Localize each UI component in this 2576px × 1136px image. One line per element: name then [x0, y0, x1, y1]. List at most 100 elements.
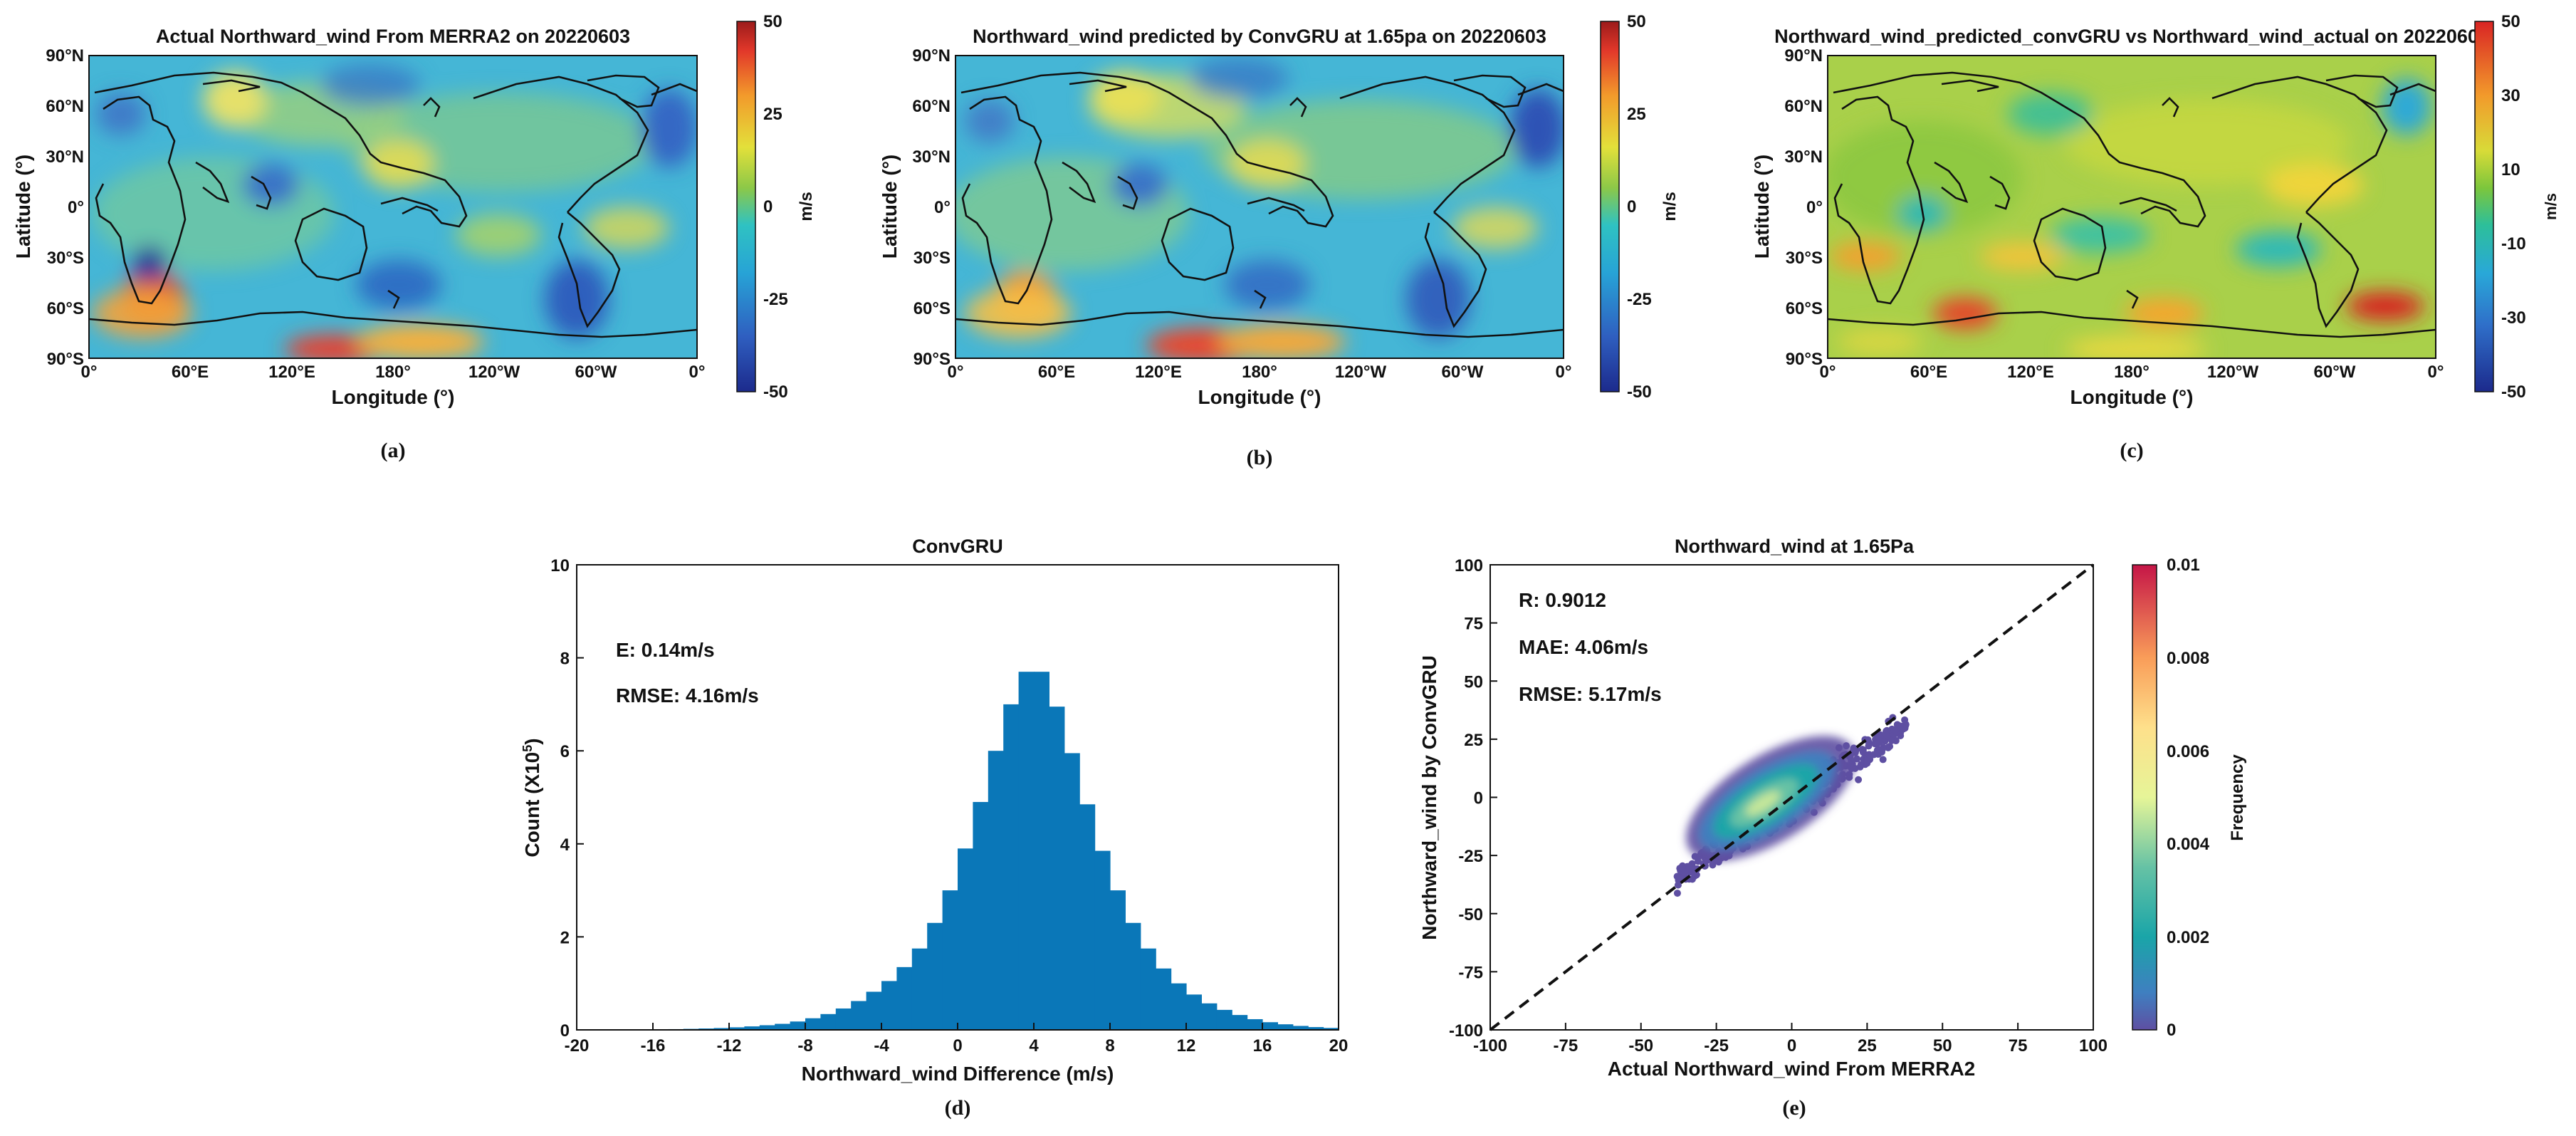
panel-e-xtick-label: -100 — [1473, 1036, 1507, 1056]
panel-c-ytick: 90°S — [1786, 350, 1823, 369]
panel-c-xlabel: Longitude (°) — [2070, 386, 2194, 408]
panel-d-xtick-label: -12 — [717, 1036, 742, 1056]
panel-b-cbtick: -25 — [1627, 290, 1652, 309]
panel-b-cbtick: 0 — [1627, 197, 1636, 217]
panel-d-xtick-label: 8 — [1105, 1036, 1114, 1056]
panel-d-xtick-label: 4 — [1029, 1036, 1039, 1056]
histogram-bar — [1094, 850, 1111, 1030]
panel-e-ytick-label: 50 — [1464, 672, 1483, 692]
panel-b-colorbar — [1600, 21, 1620, 392]
panel-e-ytick-label: 100 — [1455, 556, 1483, 575]
panel-e-cbtick: 0.008 — [2167, 649, 2209, 668]
panel-c-xtick: 120°E — [2007, 363, 2054, 382]
panel-d-title: ConvGRU — [912, 536, 1003, 557]
scatter-point — [1865, 742, 1873, 750]
panel-d-xtick-label: 16 — [1253, 1036, 1272, 1056]
histogram-bar — [1323, 1028, 1339, 1030]
histogram-bar — [820, 1013, 837, 1030]
panel-c-ytick: 60°S — [1786, 299, 1823, 318]
panel-e-density — [1686, 736, 1855, 861]
panel-e-ytick-label: -25 — [1458, 847, 1483, 866]
panel-d-ytick-label: 2 — [560, 928, 570, 947]
panel-a-frame — [88, 55, 698, 359]
histogram-bar — [1034, 672, 1049, 1030]
panel-e-xtick-label: 75 — [2009, 1036, 2028, 1056]
panel-e-xtick-label: -50 — [1628, 1036, 1653, 1056]
panel-d-xtick-label: 20 — [1329, 1036, 1349, 1056]
scatter-point — [1694, 858, 1702, 865]
panel-c-xtick: 0° — [2428, 363, 2444, 382]
histogram-bar — [744, 1026, 760, 1030]
panel-c-ytick: 60°N — [1784, 97, 1823, 116]
histogram-bar — [775, 1023, 791, 1030]
panel-e-ticks: -100 -75 -50 -25 0 25 50 75 100 -100 -75 -50 -25 0 25 5… — [1449, 556, 2108, 1056]
panel-a-xtick: 180° — [375, 363, 411, 382]
panel-b-xtick: 60°E — [1038, 363, 1075, 382]
panel-c-xtick: 0° — [1820, 363, 1836, 382]
panel-c-cbtick: 30 — [2501, 86, 2520, 105]
panel-b-ylabel: Latitude (°) — [879, 155, 901, 259]
panel-d-xtick-label: 0 — [953, 1036, 962, 1056]
histogram-bar — [958, 848, 973, 1030]
panel-e-frame — [1489, 564, 2094, 1031]
panel-c-ytick: 30°N — [1784, 147, 1823, 167]
histogram-bar — [1262, 1022, 1278, 1030]
panel-b-xticks: 0° 60°E 120°E 180° 120°W 60°W 0° — [948, 363, 1572, 382]
histogram-bar — [805, 1018, 821, 1030]
panel-e-xtick-label: 0 — [1787, 1036, 1796, 1056]
panel-e-xtick-label: 100 — [2079, 1036, 2108, 1056]
histogram-bar — [759, 1025, 775, 1030]
panel-c-cbtick: -30 — [2501, 308, 2526, 328]
panel-a-ytick: 90°N — [46, 46, 84, 66]
panel-b-ytick: 90°S — [913, 350, 951, 369]
panel-a-xtick: 0° — [81, 363, 98, 382]
panel-c-cbtick: -50 — [2501, 382, 2526, 402]
panel-b-xtick: 120°E — [1135, 363, 1182, 382]
panel-d-xtick-label: -20 — [565, 1036, 590, 1056]
histogram-bar — [1308, 1027, 1324, 1030]
panel-d-annotation: RMSE: 4.16m/s — [616, 684, 759, 707]
panel-b-caption: (b) — [1247, 446, 1273, 469]
panel-a-title: Actual Northward_wind From MERRA2 on 202… — [156, 26, 630, 47]
panel-a-xtick: 120°W — [468, 363, 520, 382]
histogram-bar — [866, 991, 882, 1030]
panel-d-ylabel-prefix: Count (X10 — [521, 752, 543, 858]
scatter-point — [1675, 875, 1682, 882]
panel-b-xtick: 60°W — [1442, 363, 1484, 382]
panel-b-cbtick: 25 — [1627, 105, 1646, 124]
scatter-point — [1902, 722, 1910, 730]
scatter-point — [1866, 751, 1874, 759]
panel-a-xticks: 0° 60°E 120°E 180° 120°W 60°W 0° — [81, 363, 706, 382]
panel-c-title: Northward_wind_predicted_convGRU vs Nort… — [1774, 26, 2489, 47]
scatter-point — [1861, 761, 1869, 768]
panel-c-xticks: 0° 60°E 120°E 180° 120°W 60°W 0° — [1820, 363, 2444, 382]
panel-b-xlabel: Longitude (°) — [1198, 386, 1321, 408]
panel-b-ytick: 60°S — [913, 299, 951, 318]
panel-a-map — [89, 56, 697, 358]
panel-d-ylabel-exp: 5 — [520, 745, 535, 752]
scatter-point — [1892, 726, 1900, 734]
panel-e-cbtick: 0 — [2167, 1021, 2176, 1040]
panel-c-xtick: 120°W — [2207, 363, 2259, 382]
panel-d-ytick-label: 10 — [550, 556, 570, 575]
panel-c-xtick: 60°W — [2314, 363, 2356, 382]
scatter-point — [1686, 864, 1694, 872]
panel-a-ytick: 30°S — [47, 249, 84, 268]
panel-c-ylabel: Latitude (°) — [1751, 155, 1773, 259]
histogram-bar — [1292, 1026, 1309, 1030]
histogram-bar — [896, 966, 913, 1030]
panel-a-cbtick: 25 — [763, 105, 782, 124]
panel-a-cblabel: m/s — [797, 192, 816, 221]
panel-a-cbtick: -25 — [763, 290, 788, 309]
panel-c-ytick: 90°N — [1784, 46, 1823, 66]
histogram-bar — [1079, 804, 1096, 1030]
panel-c-colorbar — [2474, 21, 2494, 392]
panel-d-ytick-label: 8 — [560, 650, 570, 669]
scatter-point — [1876, 738, 1884, 746]
histogram-bar — [713, 1028, 730, 1030]
scatter-point — [1709, 861, 1717, 869]
scatter-point — [1673, 890, 1681, 897]
panel-a-xtick: 120°E — [268, 363, 315, 382]
panel-a-colorbar — [736, 21, 756, 392]
panel-a-cbtick: 50 — [763, 12, 782, 31]
